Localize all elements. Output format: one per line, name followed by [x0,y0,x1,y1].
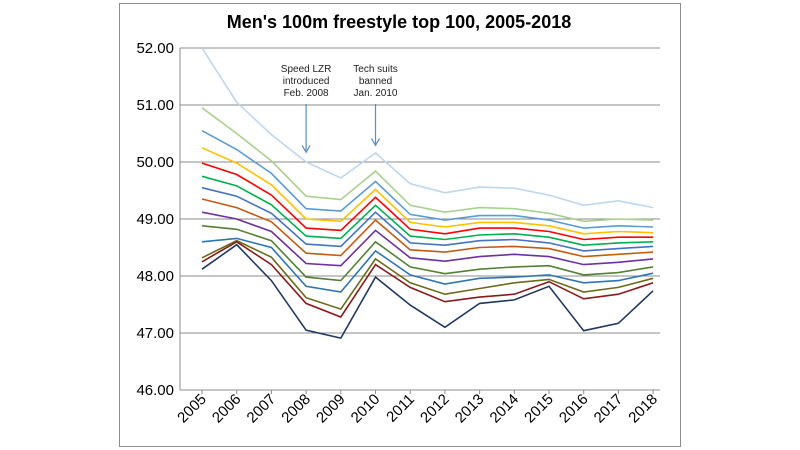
x-tick-label: 2005 [174,391,210,427]
series-line-rank-2 [201,240,654,318]
chart-frame: Men's 100m freestyle top 100, 2005-2018 … [119,3,681,447]
x-tick-label: 2015 [521,391,557,427]
x-tick-label: 2013 [452,391,488,427]
gridlines [180,47,660,391]
x-tick-label: 2018 [625,391,661,427]
series-line-rank-1 [201,243,654,340]
annotation-text: introduced [283,76,330,87]
series-line-rank-80 [201,129,654,229]
x-axis: 2005 2006 2007 2008 2009 2010 2011 2012 2013 2014… [174,390,661,426]
y-tick-label: 51.00 [136,97,174,114]
annotation-arrowhead [370,138,381,147]
x-tick-label: 2012 [417,391,453,427]
series-line-rank-70 [201,147,654,235]
series-line-rank-90 [201,107,654,223]
series-line-rank-3 [201,239,654,311]
annotation-text: Tech suits [353,64,397,75]
y-tick-label: 50.00 [136,154,174,171]
x-tick-label: 2006 [209,391,245,427]
series-line-rank-50 [201,175,654,247]
chart-title: Men's 100m freestyle top 100, 2005-2018 [227,12,571,32]
y-tick-label: 46.00 [136,382,174,399]
series-line-rank-10 [201,225,654,282]
x-tick-label: 2010 [348,391,384,427]
x-tick-label: 2014 [487,391,523,427]
y-tick-label: 47.00 [136,325,174,342]
series-line-rank-5 [201,237,654,293]
series-line-rank-20 [201,211,654,267]
x-tick-label: 2009 [313,391,349,427]
y-tick-label: 49.00 [136,211,174,228]
series-line-rank-100 [201,47,654,209]
x-tick-label: 2011 [383,391,418,426]
annotation-text: Speed LZR [281,64,332,75]
x-tick-label: 2007 [244,391,280,427]
annotation-arrowhead [301,145,311,154]
y-tick-label: 52.00 [136,40,174,57]
x-tick-label: 2008 [278,391,314,427]
x-tick-label: 2016 [556,391,592,427]
annotation-text: Feb. 2008 [284,88,329,99]
series-line-rank-60 [201,162,654,241]
x-tick-label: 2017 [591,391,627,427]
y-tick-label: 48.00 [136,268,174,285]
series-lines [201,47,654,340]
y-axis: 46.00 47.00 48.00 49.00 50.00 51.00 52.00 [136,40,181,399]
annotation-text: Jan. 2010 [354,88,398,99]
annotation-text: banned [359,76,392,87]
line-chart: Men's 100m freestyle top 100, 2005-2018 … [136,12,661,426]
series-line-rank-40 [201,186,654,252]
series-line-rank-30 [201,198,654,258]
